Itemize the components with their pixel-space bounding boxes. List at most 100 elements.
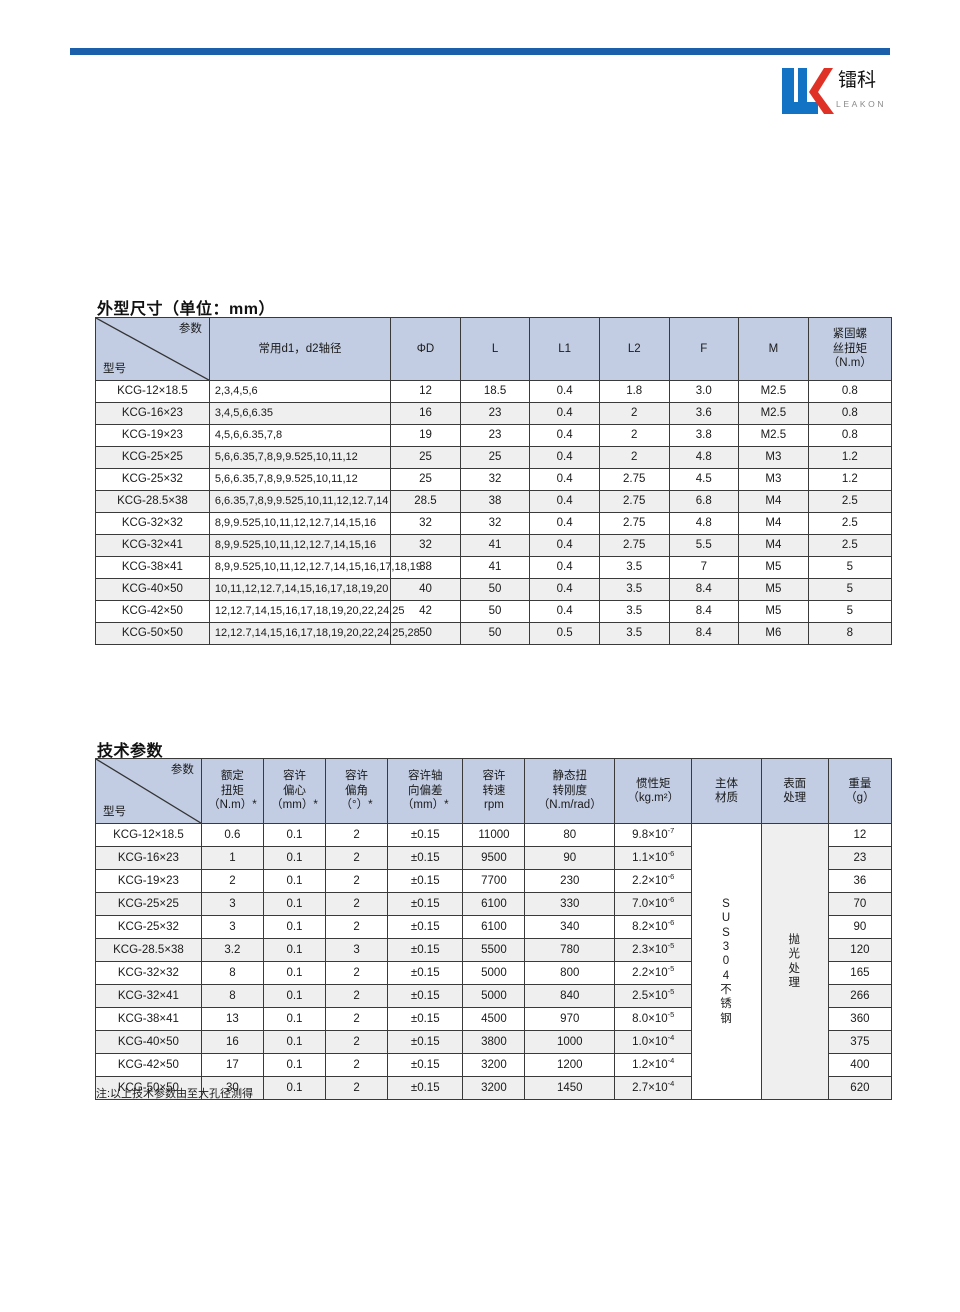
cell-rated-torque: 30 (200, 1076, 264, 1100)
cell-eccentricity: 0.1 (262, 961, 327, 985)
cell-angle: 2 (325, 984, 389, 1008)
cell-static-stiffness: 970 (524, 1007, 616, 1031)
cell-eccentricity: 0.1 (262, 938, 327, 962)
diagonal-divider-icon (96, 759, 201, 823)
cell-inertia: 2.3×10-5 (614, 938, 693, 962)
cell-l: 38 (459, 490, 531, 513)
cell-inertia: 8.2×10-6 (614, 915, 693, 939)
cell-l1: 0.4 (529, 424, 600, 447)
cell-eccentricity: 0.1 (262, 984, 327, 1008)
cell-rpm: 4500 (462, 1007, 526, 1031)
cell-m: M4 (738, 490, 809, 513)
company-logo: 镭科 LEAKON (778, 62, 890, 120)
cell-od: 32 (390, 512, 461, 535)
cell-weight: 23 (827, 846, 893, 870)
specs-section-title: 技术参数 (97, 743, 164, 760)
cell-weight: 360 (827, 1007, 893, 1031)
table-row: KCG-12×18.5 2,3,4,5,6 12 18.5 0.4 1.8 3.0 M2.5 0… (95, 380, 893, 403)
cell-angle: 2 (325, 846, 389, 870)
cell-l2: 2 (598, 446, 670, 469)
cell-axial-deviation: ±0.15 (387, 846, 464, 870)
cell-f: 3.6 (668, 402, 740, 425)
cell-l1: 0.4 (529, 556, 600, 579)
cell-model: KCG-19×23 (95, 869, 202, 893)
cell-f: 4.8 (668, 446, 740, 469)
cell-model: KCG-32×32 (95, 512, 210, 535)
cell-screw-torque: 5 (807, 600, 893, 623)
cell-axial-deviation: ±0.15 (387, 938, 464, 962)
cell-rated-torque: 16 (200, 1030, 264, 1054)
cell-weight: 266 (827, 984, 893, 1008)
cell-l: 50 (459, 622, 531, 645)
cell-model: KCG-12×18.5 (95, 380, 210, 403)
cell-od: 40 (390, 578, 461, 601)
table-row: KCG-42×50 12,12.7,14,15,16,17,18,19,20,22… (95, 600, 893, 623)
cell-screw-torque: 2.5 (807, 534, 893, 557)
cell-model: KCG-32×32 (95, 961, 202, 985)
cell-l1: 0.4 (529, 446, 600, 469)
cell-l: 23 (459, 402, 531, 425)
cell-rpm: 7700 (462, 869, 526, 893)
cell-axial-deviation: ±0.15 (387, 1053, 464, 1077)
logo-latin-text: LEAKON (836, 99, 886, 109)
cell-model: KCG-25×25 (95, 892, 202, 916)
cell-od: 16 (390, 402, 461, 425)
corner-param-label: 参数 (178, 323, 202, 335)
table-row: KCG-38×41 8,9,9.525,10,11,12,12.7,14,15,1… (95, 556, 893, 579)
cell-inertia: 2.2×10-6 (614, 869, 693, 893)
cell-l1: 0.4 (529, 380, 600, 403)
col-header-od: ΦD (390, 317, 461, 381)
cell-eccentricity: 0.1 (262, 892, 327, 916)
cell-static-stiffness: 90 (524, 846, 616, 870)
cell-weight: 400 (827, 1053, 893, 1077)
col-header-static-stiffness: 静态扭 转刚度 （N.m/rad） (524, 758, 616, 824)
cell-rated-torque: 8 (200, 984, 264, 1008)
col-header-angle: 容许 偏角 （°）* (325, 758, 389, 824)
cell-rpm: 9500 (462, 846, 526, 870)
cell-model: KCG-38×41 (95, 1007, 202, 1031)
cell-l2: 2.75 (598, 512, 670, 535)
cell-rated-torque: 8 (200, 961, 264, 985)
cell-f: 3.8 (668, 424, 740, 447)
cell-screw-torque: 0.8 (807, 380, 893, 403)
cell-l: 41 (459, 534, 531, 557)
cell-l: 50 (459, 578, 531, 601)
specs-header-row: 参数 型号 额定 扭矩 （N.m）* 容许 偏心 （mm）* 容许 偏角 （°）… (95, 758, 893, 824)
cell-shaft-diameters: 8,9,9.525,10,11,12,12.7,14,15,16 (208, 534, 392, 557)
logo-chinese-text: 镭科 (838, 69, 876, 91)
cell-l2: 3.5 (598, 622, 670, 645)
cell-rpm: 5000 (462, 984, 526, 1008)
cell-model: KCG-28.5×38 (95, 490, 210, 513)
dimensions-section-title: 外型尺寸（单位：mm） (97, 301, 275, 318)
corner-model-label: 型号 (103, 805, 126, 818)
cell-inertia: 2.5×10-5 (614, 984, 693, 1008)
cell-static-stiffness: 1000 (524, 1030, 616, 1054)
cell-angle: 2 (325, 1053, 389, 1077)
cell-m: M2.5 (738, 424, 809, 447)
cell-weight: 620 (827, 1076, 893, 1100)
cell-angle: 2 (325, 915, 389, 939)
cell-angle: 2 (325, 1030, 389, 1054)
cell-l2: 3.5 (598, 578, 670, 601)
cell-l2: 2 (598, 424, 670, 447)
cell-eccentricity: 0.1 (262, 915, 327, 939)
table-row: KCG-50×50 12,12.7,14,15,16,17,18,19,20,22… (95, 622, 893, 645)
cell-axial-deviation: ±0.15 (387, 1007, 464, 1031)
cell-f: 6.8 (668, 490, 740, 513)
cell-rpm: 3200 (462, 1053, 526, 1077)
cell-f: 5.5 (668, 534, 740, 557)
cell-static-stiffness: 780 (524, 938, 616, 962)
cell-inertia: 2.7×10-4 (614, 1076, 693, 1100)
table-row: KCG-25×25 3 0.1 2 ±0.15 6100 330 7.0×10-6 70 (95, 892, 893, 916)
cell-shaft-diameters: 2,3,4,5,6 (208, 380, 392, 403)
cell-f: 8.4 (668, 600, 740, 623)
cell-weight: 36 (827, 869, 893, 893)
cell-screw-torque: 0.8 (807, 402, 893, 425)
cell-l: 23 (459, 424, 531, 447)
corner-param-label: 参数 (170, 764, 194, 776)
cell-angle: 3 (325, 938, 389, 962)
cell-l2: 2 (598, 402, 670, 425)
cell-shaft-diameters: 6,6.35,7,8,9,9.525,10,11,12,12.7,14 (208, 490, 392, 513)
cell-model: KCG-42×50 (95, 1053, 202, 1077)
